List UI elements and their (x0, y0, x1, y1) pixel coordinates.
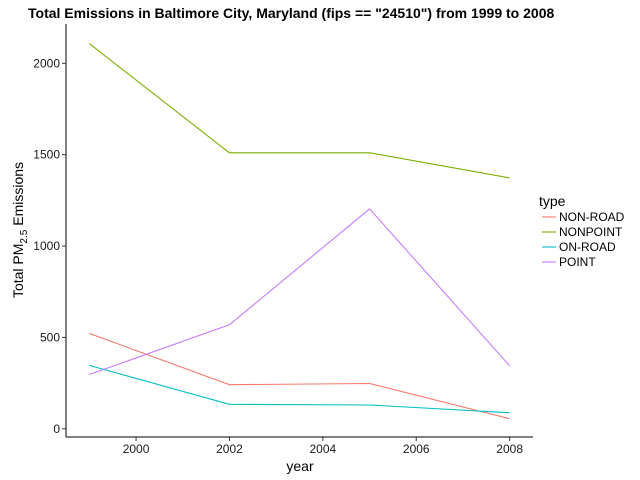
y-axis-title-prefix: Total PM (10, 244, 26, 298)
y-axis-title-subscript: 2.5 (19, 229, 30, 243)
x-tick-label-4: 2008 (496, 442, 523, 456)
series-line-point (89, 208, 511, 376)
legend-label-nonpoint: NONPOINT (559, 225, 623, 239)
y-tick-label-2: 1000 (33, 239, 60, 253)
x-tick-label-0: 2000 (123, 442, 150, 456)
legend-label-point: POINT (559, 255, 596, 269)
y-tick-label-0: 0 (53, 422, 60, 436)
x-tick-label-1: 2002 (216, 442, 243, 456)
legend-title: type (539, 193, 566, 209)
series-line-on-road (89, 364, 510, 414)
legend-label-non-road: NON-ROAD (559, 210, 625, 224)
x-axis-title: year (286, 458, 314, 474)
legend-label-on-road: ON-ROAD (559, 240, 616, 254)
y-tick-label-4: 2000 (33, 56, 60, 70)
y-tick-label-3: 1500 (33, 148, 60, 162)
x-tick-label-3: 2006 (403, 442, 430, 456)
y-axis-title: Total PM2.5 Emissions (10, 162, 30, 298)
y-axis-title-suffix: Emissions (10, 162, 26, 230)
y-axis-ticks: 0 500 1000 1500 2000 (33, 56, 66, 436)
plot-area (88, 43, 511, 420)
series-line-non-road (89, 332, 510, 420)
x-axis-ticks: 2000 2002 2004 2006 2008 (123, 437, 523, 456)
x-tick-label-2: 2004 (309, 442, 336, 456)
series-line-nonpoint (88, 43, 510, 179)
y-tick-label-1: 500 (40, 330, 60, 344)
chart-title: Total Emissions in Baltimore City, Maryl… (28, 5, 554, 21)
